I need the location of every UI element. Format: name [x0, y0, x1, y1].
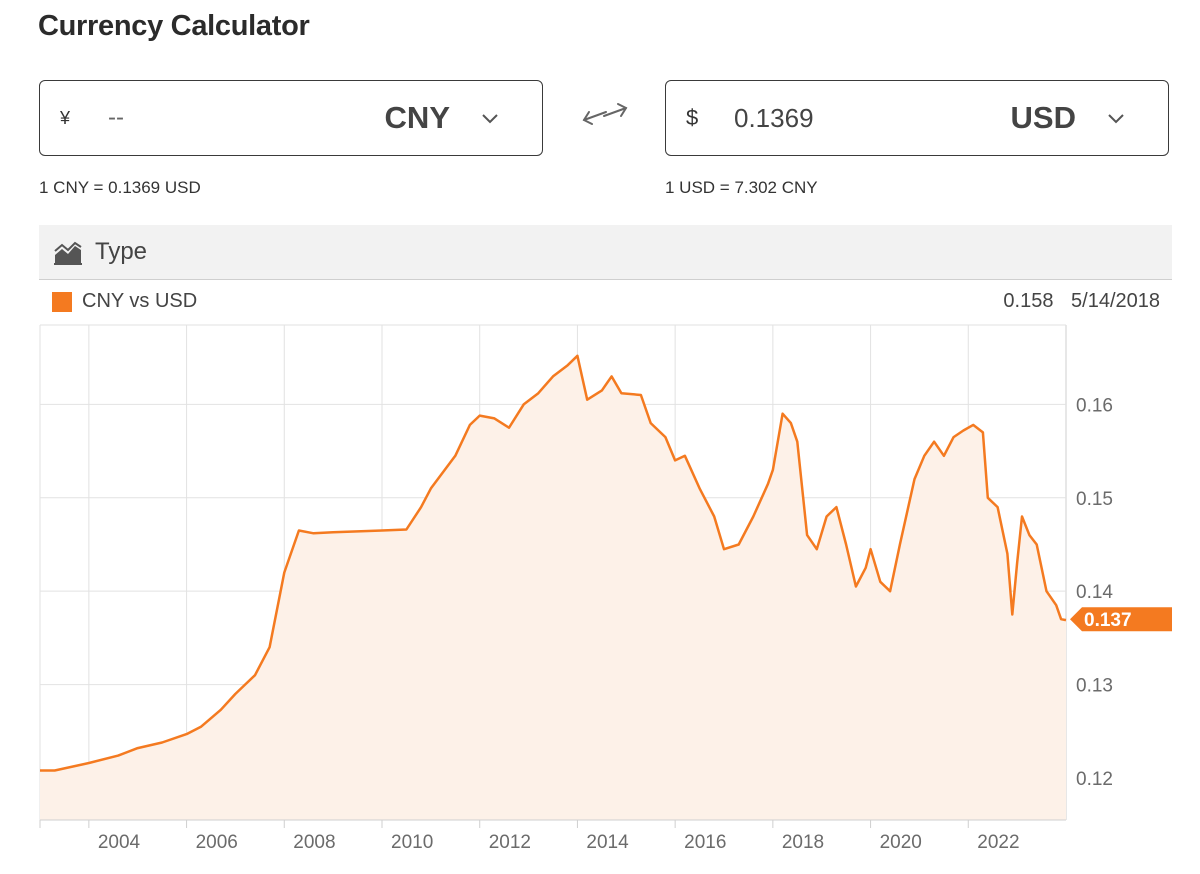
swap-arrows-icon[interactable] — [580, 96, 630, 132]
hover-readout: 0.158 5/14/2018 — [1003, 290, 1160, 313]
from-amount-input[interactable]: -- — [108, 104, 124, 131]
legend-swatch — [52, 291, 72, 312]
chart-legend: CNY vs USD — [52, 290, 197, 313]
x-tick-label: 2004 — [98, 832, 141, 853]
x-tick-label: 2020 — [880, 832, 922, 853]
chevron-down-icon[interactable] — [478, 107, 502, 131]
y-tick-label: 0.14 — [1076, 582, 1113, 603]
from-currency-field[interactable]: ¥ -- CNY — [39, 80, 543, 156]
x-tick-label: 2014 — [586, 832, 629, 853]
page-title: Currency Calculator — [38, 10, 310, 42]
x-tick-label: 2016 — [684, 832, 726, 853]
to-currency-symbol: $ — [686, 105, 699, 130]
to-currency-code[interactable]: USD — [1010, 100, 1076, 135]
legend-label: CNY vs USD — [82, 290, 198, 312]
area-chart-icon[interactable] — [53, 241, 83, 265]
chevron-down-icon[interactable] — [1104, 107, 1128, 131]
x-tick-label: 2010 — [391, 832, 433, 853]
hover-date: 5/14/2018 — [1071, 290, 1160, 312]
y-tick-label: 0.15 — [1076, 489, 1113, 510]
exchange-rate-to: 1 USD = 7.302 CNY — [665, 178, 818, 197]
exchange-rate-from: 1 CNY = 0.1369 USD — [39, 178, 201, 197]
from-currency-symbol: ¥ — [60, 107, 71, 128]
y-tick-label: 0.13 — [1076, 676, 1113, 697]
from-currency-code[interactable]: CNY — [384, 100, 450, 135]
to-amount-input[interactable]: 0.1369 — [734, 102, 814, 133]
series-area — [40, 355, 1066, 820]
chart-type-bar[interactable]: Type — [39, 225, 1172, 280]
series-line — [40, 354, 1067, 772]
x-tick-label: 2018 — [782, 832, 824, 853]
y-tick-label: 0.16 — [1076, 395, 1113, 416]
to-currency-field[interactable]: $ 0.1369 USD — [665, 80, 1169, 156]
type-button[interactable]: Type — [95, 238, 148, 265]
current-value-label: 0.137 — [1084, 610, 1132, 631]
x-tick-label: 2008 — [293, 832, 335, 853]
x-tick-label: 2022 — [977, 832, 1019, 853]
x-tick-label: 2012 — [489, 832, 531, 853]
current-value-badge — [1070, 607, 1172, 632]
y-tick-label: 0.12 — [1076, 769, 1113, 790]
x-tick-label: 2006 — [196, 832, 238, 853]
hover-value: 0.158 — [1003, 290, 1054, 312]
